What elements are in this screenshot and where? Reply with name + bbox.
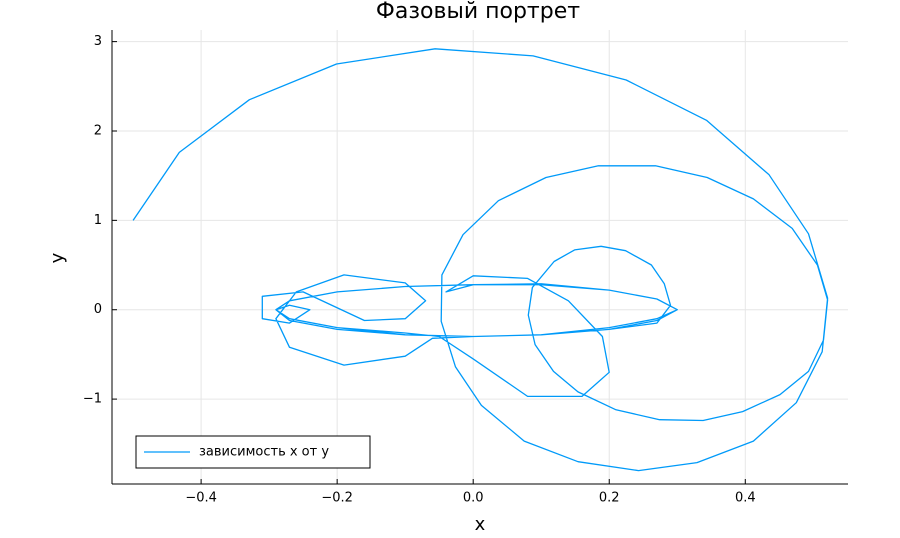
y-tick-label: 3 <box>94 34 102 49</box>
x-tick-label: −0.4 <box>185 491 217 506</box>
y-tick-label: 2 <box>94 123 102 138</box>
legend-label: зависимость x от y <box>199 445 329 460</box>
y-axis-label: y <box>47 252 68 263</box>
chart-title: Фазовый портрет <box>376 0 580 24</box>
series-line <box>132 48 829 472</box>
y-tick-label: 0 <box>94 302 102 317</box>
y-tick-label: −1 <box>83 392 102 407</box>
x-tick-label: −0.2 <box>321 491 353 506</box>
x-tick-label: 0.4 <box>735 491 756 506</box>
x-tick-label: 0.0 <box>463 491 484 506</box>
x-tick-label: 0.2 <box>599 491 620 506</box>
y-tick-label: 1 <box>94 213 102 228</box>
x-axis-label: x <box>475 514 486 535</box>
